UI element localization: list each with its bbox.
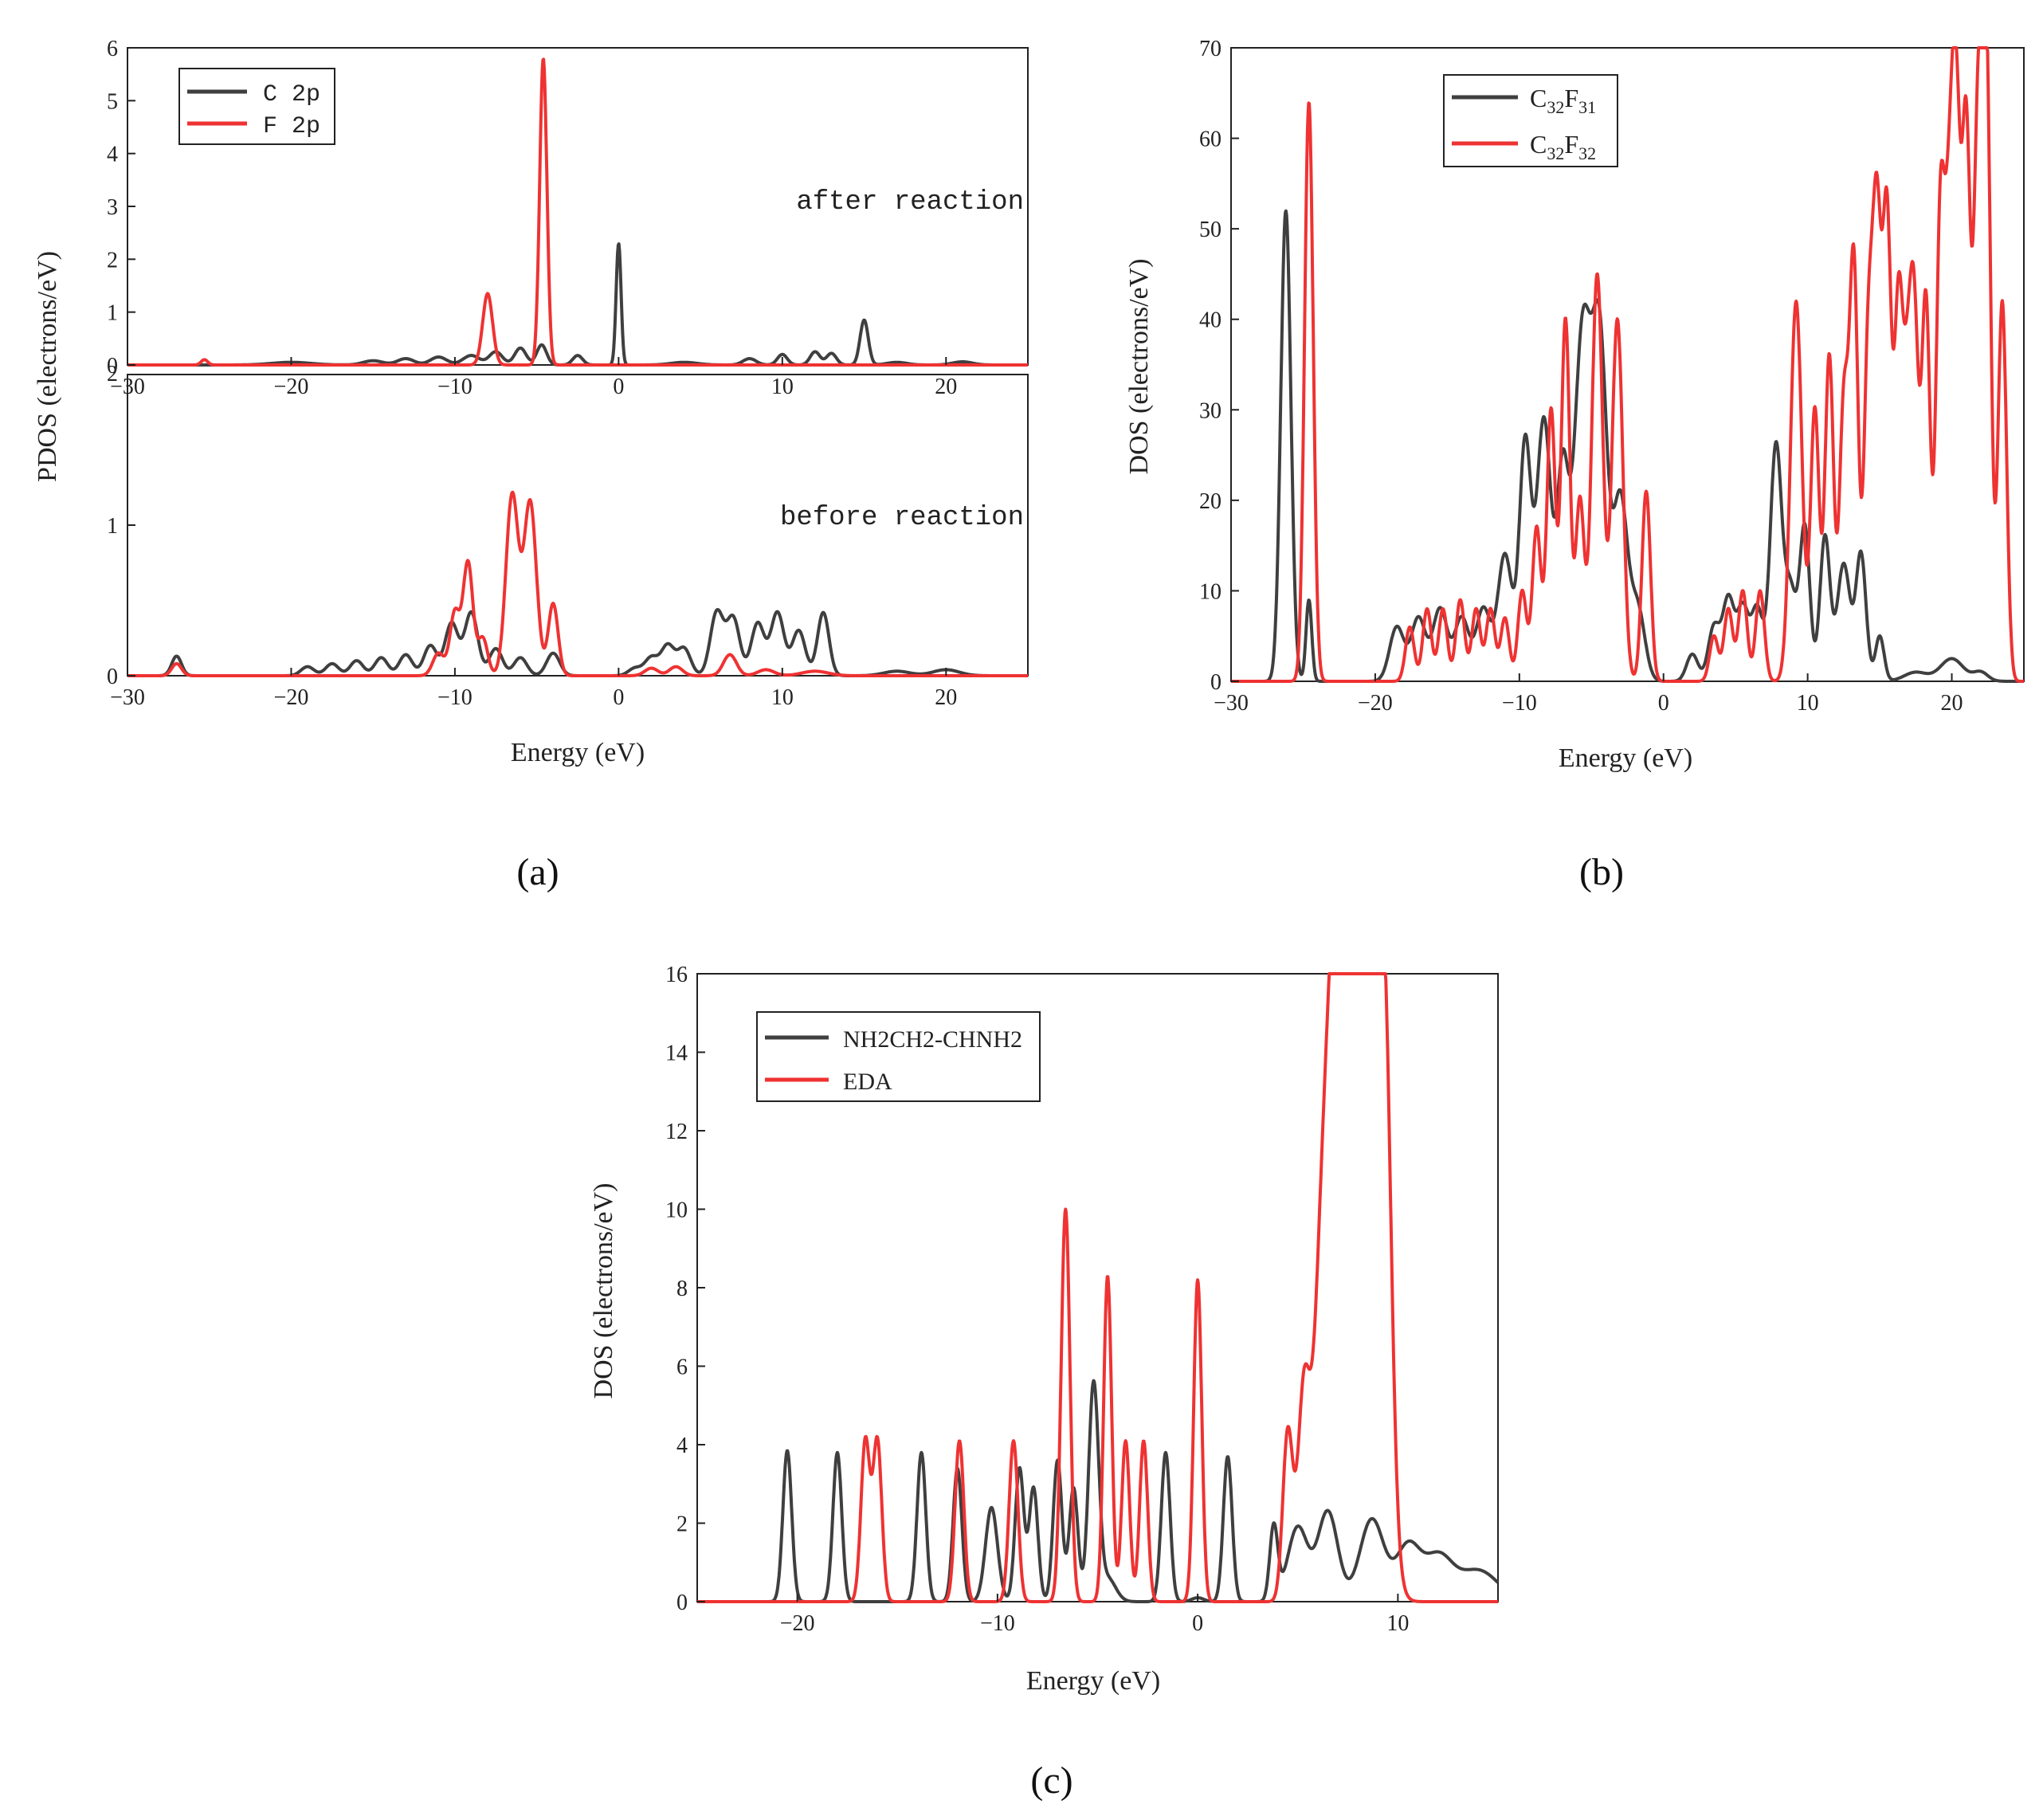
series-group-a-upper <box>126 57 1029 367</box>
b-ytick-tick-label: 40 <box>1199 308 1221 333</box>
annotation-after-reaction: after reaction <box>796 187 1024 218</box>
a-lower-ytick-label: 2 <box>107 362 118 386</box>
a-upper-xtick-tick-label: −10 <box>437 375 473 399</box>
a-upper-xtick-tick-label: 10 <box>771 375 794 399</box>
b-ytick-tick-label: 70 <box>1199 37 1221 61</box>
caption-b: (b) <box>1579 851 1624 893</box>
c-ytick-tick-label: 12 <box>665 1120 688 1144</box>
a-upper-ytick-tick-label: 5 <box>107 89 118 114</box>
b-ytick-tick-label: 50 <box>1199 218 1221 242</box>
caption-a: (a) <box>516 851 559 893</box>
panel-b: 0 10 20 30 40 50 60 70 −30 −20 −10 0 10 20 C32F31 C3… <box>1124 37 2025 893</box>
a-upper-xtick-tick-label: 20 <box>935 375 957 399</box>
legend-label-nh2: NH2CH2-CHNH2 <box>843 1026 1022 1053</box>
a-lower-xtick-tick-label: 20 <box>935 685 957 710</box>
legend-label-c2p: C 2p <box>263 81 320 108</box>
a-upper-ytick-tick-label: 2 <box>107 248 118 273</box>
series-line-c-2p-0 <box>126 608 1029 677</box>
b-ytick-tick-label: 30 <box>1199 398 1221 423</box>
xticks-c: −20 −10 0 10 <box>780 1594 1409 1636</box>
panel-c: 0 2 4 6 8 10 12 14 16 −20 −10 0 10 NH2CH2-CHNH2 EDA… <box>589 963 1500 1802</box>
b-ytick-tick-label: 0 <box>1210 670 1221 695</box>
c-xtick-tick-label: −20 <box>780 1611 815 1636</box>
b-ytick-tick-label: 20 <box>1199 489 1221 514</box>
plot-frame-b <box>1230 47 2025 682</box>
a-lower-xtick-tick-label: 0 <box>613 685 624 710</box>
b-ytick-tick-label: 60 <box>1199 127 1221 152</box>
legend-box-c <box>756 1011 1041 1102</box>
a-lower-ytick-tick-label: 1 <box>107 514 118 539</box>
legend-box-a <box>178 68 335 145</box>
series-line-c-2p-0 <box>126 242 1029 367</box>
a-upper-ytick-tick-label: 3 <box>107 195 118 220</box>
series-line-c32f32-1 <box>1229 46 2025 683</box>
yticks-c: 0 2 4 6 8 10 12 14 16 <box>665 963 705 1615</box>
xticks-a-upper: −30 −20 −10 0 10 20 <box>110 357 957 399</box>
legend-box-b <box>1443 74 1618 167</box>
xlabel-b: Energy (eV) <box>1559 743 1692 773</box>
ylabel-a: PDOS (electrons/eV) <box>33 251 62 482</box>
c-ytick-tick-label: 10 <box>665 1198 688 1223</box>
c-xtick-tick-label: 10 <box>1386 1611 1409 1636</box>
a-upper-ytick-tick-label: 0 <box>107 354 118 379</box>
xticks-a-lower: −30 −20 −10 0 10 20 <box>110 668 957 710</box>
legend-label-c32f31: C32F31 <box>1530 84 1596 117</box>
c-ytick-tick-label: 6 <box>676 1355 688 1380</box>
legend-b: C32F31 C32F32 <box>1443 74 1618 167</box>
a-upper-xtick-tick-label: −30 <box>110 375 145 399</box>
c-ytick-tick-label: 16 <box>665 963 688 987</box>
a-lower-xtick-tick-label: −20 <box>274 685 309 710</box>
series-line-f-2p-1 <box>126 490 1029 677</box>
legend-c: NH2CH2-CHNH2 EDA <box>756 1011 1041 1102</box>
legend-a: C 2p F 2p <box>178 68 335 145</box>
b-xtick-tick-label: 0 <box>1658 691 1669 716</box>
yticks-b: 0 10 20 30 40 50 60 70 <box>1199 37 1239 695</box>
legend-label-c32f32: C32F32 <box>1530 130 1596 163</box>
c-ytick-tick-label: 0 <box>676 1591 688 1615</box>
b-ytick-tick-label: 10 <box>1199 579 1221 604</box>
b-xtick-tick-label: −10 <box>1502 691 1537 716</box>
xticks-b: −30 −20 −10 0 10 20 <box>1214 673 1963 716</box>
c-ytick-tick-label: 8 <box>676 1277 688 1301</box>
xlabel-a: Energy (eV) <box>511 738 645 767</box>
caption-c: (c) <box>1030 1759 1072 1802</box>
ylabel-c: DOS (electrons/eV) <box>589 1183 618 1399</box>
b-xtick-tick-label: 10 <box>1797 691 1819 716</box>
c-xtick-tick-label: −10 <box>980 1611 1015 1636</box>
a-upper-ytick-tick-label: 1 <box>107 301 118 326</box>
b-xtick-tick-label: 20 <box>1941 691 1963 716</box>
xlabel-c: Energy (eV) <box>1026 1666 1160 1696</box>
yticks-a-upper: 0 1 2 3 4 5 6 <box>107 37 135 379</box>
panel-a: 0 1 2 3 4 5 6 0 1 2 −30 −20 −10 0 10 20 −30 −20 −10 0 10 2… <box>33 37 1029 893</box>
b-xtick-tick-label: −20 <box>1358 691 1393 716</box>
ylabel-b: DOS (electrons/eV) <box>1124 259 1154 475</box>
legend-label-f2p: F 2p <box>263 113 320 140</box>
series-group-a-lower <box>126 490 1029 677</box>
series-group-b <box>1229 46 2025 683</box>
a-upper-ytick-tick-label: 4 <box>107 143 118 167</box>
yticks-a-lower: 0 1 2 <box>107 362 135 689</box>
b-xtick-tick-label: −30 <box>1214 691 1249 716</box>
series-line-nh2ch2-chnh2-0 <box>696 1379 1500 1603</box>
a-upper-ytick-tick-label: 6 <box>107 37 118 61</box>
a-lower-xtick-tick-label: 10 <box>771 685 794 710</box>
a-lower-ytick-tick-label: 0 <box>107 665 118 689</box>
a-lower-xtick-tick-label: −10 <box>437 685 473 710</box>
c-xtick-tick-label: 0 <box>1192 1611 1203 1636</box>
series-line-f-2p-1 <box>126 57 1029 367</box>
a-upper-xtick-tick-label: 0 <box>613 375 624 399</box>
annotation-before-reaction: before reaction <box>780 503 1024 533</box>
a-lower-xtick-tick-label: −30 <box>110 685 145 710</box>
series-line-eda-1 <box>696 972 1500 1603</box>
a-upper-xtick-tick-label: −20 <box>274 375 309 399</box>
c-ytick-tick-label: 2 <box>676 1512 688 1537</box>
c-ytick-tick-label: 14 <box>665 1041 688 1066</box>
c-ytick-tick-label: 4 <box>676 1434 688 1458</box>
legend-label-eda: EDA <box>843 1069 892 1095</box>
series-group-c <box>696 972 1500 1603</box>
